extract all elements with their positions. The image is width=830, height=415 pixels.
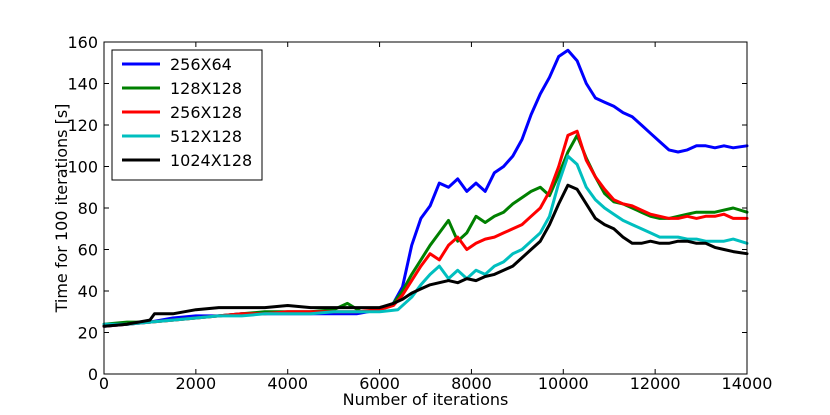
x-tick-label: 10000 — [538, 374, 589, 393]
ticks-layer: 0 2000 4000 6000 8000 10000 12000 14000 0 20 40 60 8… — [67, 33, 772, 393]
legend-label: 256X128 — [170, 103, 242, 122]
x-tick-label: 4000 — [267, 374, 308, 393]
series-line-1024x128 — [102, 183, 749, 328]
x-axis-label: Number of iterations — [343, 390, 509, 409]
legend: 256X64 128X128 256X128 512X128 1024X128 — [111, 49, 263, 181]
x-tick-label: 8000 — [451, 374, 492, 393]
x-tick-label: 0 — [99, 374, 109, 393]
y-tick-label: 20 — [78, 324, 98, 343]
series-layer — [102, 48, 749, 328]
x-tick-label: 14000 — [722, 374, 773, 393]
legend-label: 128X128 — [170, 79, 242, 98]
y-tick-label: 120 — [67, 116, 98, 135]
y-tick-label: 40 — [78, 282, 98, 301]
y-tick-label: 140 — [67, 75, 98, 94]
series-line-512x128 — [102, 154, 749, 326]
y-tick-label: 0 — [88, 365, 98, 384]
legend-label: 512X128 — [170, 127, 242, 146]
y-tick-label: 80 — [78, 199, 98, 218]
legend-label: 256X64 — [170, 55, 232, 74]
y-axis-label: Time for 100 iterations [s] — [52, 104, 71, 314]
y-tick-label: 100 — [67, 158, 98, 177]
legend-box — [111, 49, 263, 181]
x-tick-label: 12000 — [630, 374, 681, 393]
y-tick-label: 160 — [67, 33, 98, 52]
y-tick-label: 60 — [78, 241, 98, 260]
x-tick-label: 2000 — [175, 374, 216, 393]
series-line-256x128 — [102, 129, 749, 328]
legend-label: 1024X128 — [170, 151, 252, 170]
x-tick-label: 6000 — [359, 374, 400, 393]
